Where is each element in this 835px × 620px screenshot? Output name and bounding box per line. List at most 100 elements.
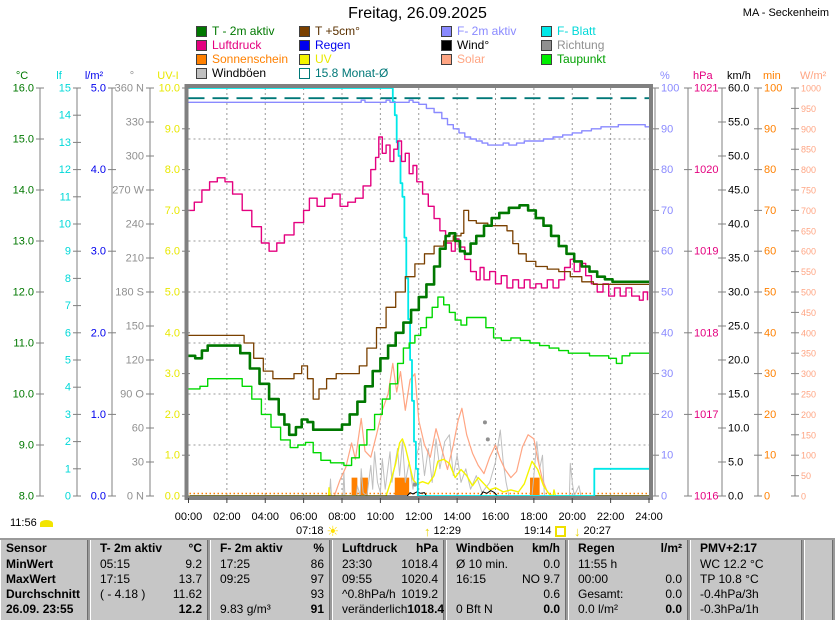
uv-tick-label: 6.0 (165, 246, 180, 258)
temp-tick-label: 11.0 (13, 338, 34, 350)
lm2-axis-unit: l/m² (85, 70, 104, 82)
lf-tick-label: 14 (59, 110, 71, 122)
deg-tick-label: 60 (132, 423, 144, 435)
wm2-tick-label: 600 (801, 247, 816, 257)
temp-tick-label: 15.0 (13, 134, 34, 146)
legend-color-box (299, 53, 310, 65)
lf-tick-label: 5 (65, 355, 71, 367)
deg-tick-label: 360 N (115, 83, 144, 95)
legend-label: Regen (315, 38, 351, 52)
column-header: Regen l/m² (578, 541, 682, 555)
min-tick-label: 20 (764, 409, 776, 421)
deg-tick-label: 30 (132, 457, 144, 469)
stats-table: Sensor MinWert MaxWert Durchschnitt 26.09. 2… (0, 538, 835, 620)
legend-item-f-2m-aktiv: F- 2m aktiv (441, 24, 516, 38)
legend-label: Solar (457, 52, 486, 66)
lf-tick-label: 8 (65, 273, 71, 285)
uv-tick-label: 1.0 (165, 450, 180, 462)
x-tick-label: 20:00 (558, 511, 586, 523)
min-tick-label: 70 (764, 205, 776, 217)
deg-tick-label: 180 S (115, 287, 144, 299)
x-tick-label: 18:00 (520, 511, 548, 523)
f_2m-series (188, 99, 649, 146)
kmh-tick-label: 5.0 (728, 457, 743, 469)
wm2-tick-label: 550 (801, 267, 816, 277)
table-column-pmv-2-17: PMV+2:17 WC 12.2 °C TP 10.8 °C -0.4hPa/3h -0… (690, 540, 802, 620)
lf-tick-label: 2 (65, 436, 71, 448)
x-tick-label: 22:00 (597, 511, 625, 523)
wm2-tick-label: 400 (801, 328, 816, 338)
moonset-time: 20:27 (583, 525, 612, 537)
table-column-windb-en: Windböen km/h Ø 10 min. 0.0 16:15 NO 9.7 0.6 0 … (446, 540, 566, 620)
kmh-tick-label: 60.0 (728, 83, 749, 95)
lf-tick-label: 11 (60, 191, 71, 203)
hpa-axis-unit: hPa (693, 70, 713, 82)
table-cell: 23:30 1018.4 (342, 557, 438, 571)
lm2-tick-label: 4.0 (91, 164, 106, 176)
uv-series (188, 438, 649, 497)
table-column-empty (804, 540, 833, 620)
x-tick-label: 08:00 (328, 511, 356, 523)
f_blatt-series (188, 87, 649, 497)
legend-item-regen: Regen (299, 38, 351, 52)
table-cell: 11:55 h (578, 557, 618, 571)
legend-label: Luftdruck (212, 38, 262, 52)
column-header: Windböen km/h (456, 541, 560, 555)
percent-tick-label: 90 (661, 123, 673, 135)
deg-tick-label: 120 (126, 355, 144, 367)
moonrise-marker: ↑ 12:29 (424, 525, 461, 538)
windboeen-series (188, 429, 649, 497)
kmh-axis-unit: km/h (727, 70, 751, 82)
x-tick-label: 02:00 (213, 511, 241, 523)
row-label: MinWert (6, 557, 54, 571)
moon-time: 11:56 (10, 517, 37, 529)
lf-tick-label: 4 (65, 382, 71, 394)
wm2-tick-label: 1000 (801, 84, 821, 94)
t_2m-series (188, 204, 649, 437)
lf-tick-label: 0 (65, 491, 71, 503)
table-cell: 17:25 86 (220, 557, 324, 571)
deg-tick-label: 210 (126, 253, 144, 265)
legend-color-box (299, 67, 310, 79)
legend-color-box (441, 39, 452, 51)
x-tick-label: 00:00 (175, 511, 203, 523)
wm2-tick-label: 100 (801, 451, 816, 461)
table-cell: Ø 10 min. 0.0 (456, 557, 560, 571)
table-cell: Gesamt: 0.0 (578, 587, 682, 601)
deg-tick-label: 330 (126, 117, 144, 129)
kmh-tick-label: 50.0 (728, 151, 749, 163)
hpa-tick-label: 1019 (694, 246, 718, 258)
table-cell: 09:55 1020.4 (342, 572, 438, 586)
legend-color-box (196, 39, 207, 51)
sunshine-bar (351, 477, 358, 495)
table-cell: 09:25 97 (220, 572, 324, 586)
wm2-tick-label: 750 (801, 186, 816, 196)
column-header: T- 2m aktiv °C (100, 541, 202, 555)
wind-direction-dot (482, 420, 487, 425)
sensor-header: Sensor (6, 541, 47, 555)
x-tick-label: 12:00 (405, 511, 433, 523)
lm2-tick-label: 5.0 (91, 83, 106, 95)
temp-tick-label: 16.0 (13, 83, 34, 95)
lm2-tick-label: 0.0 (91, 491, 106, 503)
luftdruck-series (188, 136, 649, 301)
wm2-tick-label: 850 (801, 145, 816, 155)
kmh-tick-label: 30.0 (728, 287, 749, 299)
legend-item-sonnenschein: Sonnenschein (196, 52, 288, 66)
lf-tick-label: 10 (59, 219, 71, 231)
legend-item-solar: Solar (441, 52, 486, 66)
legend-label: 15.8 Monat-Ø (315, 66, 389, 80)
wm2-axis-unit: W/m² (800, 70, 827, 82)
table-cell: 00:00 0.0 (578, 572, 682, 586)
hpa-tick-label: 1020 (694, 164, 718, 176)
wm2-tick-label: 150 (801, 430, 816, 440)
hpa-tick-label: 1021 (694, 83, 718, 95)
arrow-down-icon: ↓ (574, 523, 581, 539)
min-tick-label: 0 (764, 491, 770, 503)
lf-tick-label: 1 (65, 463, 71, 475)
legend-item-f-blatt: F- Blatt (541, 24, 596, 38)
wm2-tick-label: 900 (801, 124, 816, 134)
sunrise-marker: 07:18 ☀ (296, 524, 339, 538)
wm2-tick-label: 800 (801, 165, 816, 175)
table-cell: 17:15 13.7 (100, 572, 202, 586)
